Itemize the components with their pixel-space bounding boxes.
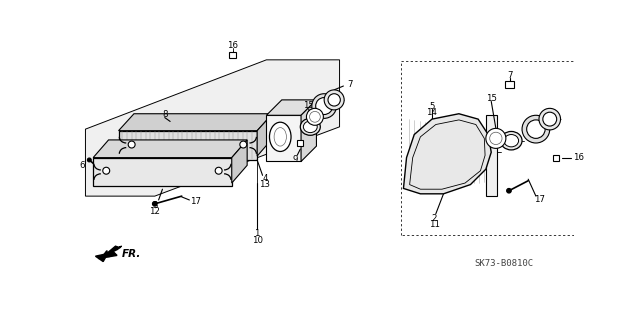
Text: 2: 2 bbox=[431, 214, 437, 223]
Polygon shape bbox=[301, 100, 316, 161]
Text: SK73-B0810C: SK73-B0810C bbox=[474, 259, 533, 268]
Text: 13: 13 bbox=[259, 180, 270, 189]
Polygon shape bbox=[266, 100, 316, 115]
Text: 7: 7 bbox=[347, 80, 352, 89]
Circle shape bbox=[507, 189, 511, 193]
Ellipse shape bbox=[269, 122, 291, 152]
Circle shape bbox=[316, 98, 333, 115]
Circle shape bbox=[103, 167, 109, 174]
Polygon shape bbox=[93, 140, 247, 158]
Circle shape bbox=[486, 128, 506, 148]
Text: 17: 17 bbox=[190, 197, 201, 206]
Polygon shape bbox=[266, 115, 301, 161]
Ellipse shape bbox=[303, 121, 317, 133]
Polygon shape bbox=[99, 246, 120, 258]
Ellipse shape bbox=[300, 118, 320, 135]
Circle shape bbox=[88, 158, 92, 162]
Circle shape bbox=[324, 90, 344, 110]
Circle shape bbox=[543, 112, 557, 126]
Circle shape bbox=[215, 167, 222, 174]
Circle shape bbox=[522, 115, 550, 143]
Bar bbox=[297, 140, 303, 146]
Polygon shape bbox=[118, 114, 273, 131]
Circle shape bbox=[152, 202, 157, 206]
Polygon shape bbox=[232, 140, 247, 183]
Text: 7: 7 bbox=[507, 71, 513, 80]
Polygon shape bbox=[86, 60, 340, 196]
Text: 16: 16 bbox=[573, 153, 584, 162]
Ellipse shape bbox=[504, 135, 518, 147]
Text: 8: 8 bbox=[162, 110, 168, 119]
Polygon shape bbox=[486, 115, 497, 196]
Text: 17: 17 bbox=[534, 196, 545, 204]
Circle shape bbox=[307, 108, 323, 125]
Text: FR.: FR. bbox=[122, 249, 141, 259]
Text: 1: 1 bbox=[255, 229, 260, 238]
Text: 15: 15 bbox=[303, 101, 314, 110]
Text: 14: 14 bbox=[426, 108, 438, 117]
Text: 15: 15 bbox=[486, 94, 497, 103]
Bar bbox=[230, 52, 236, 58]
Text: 16: 16 bbox=[227, 41, 238, 50]
Polygon shape bbox=[403, 114, 492, 194]
Text: 5: 5 bbox=[429, 101, 435, 111]
Text: 12: 12 bbox=[149, 207, 160, 216]
Text: 10: 10 bbox=[252, 235, 262, 245]
Circle shape bbox=[240, 141, 247, 148]
Polygon shape bbox=[93, 158, 232, 186]
Bar bbox=[505, 81, 515, 88]
Polygon shape bbox=[257, 114, 273, 156]
Circle shape bbox=[128, 141, 135, 148]
Text: 6: 6 bbox=[79, 161, 84, 170]
Text: 4: 4 bbox=[262, 174, 268, 183]
Circle shape bbox=[539, 108, 561, 130]
Text: 3: 3 bbox=[152, 201, 157, 210]
Circle shape bbox=[328, 94, 340, 106]
Ellipse shape bbox=[500, 131, 522, 150]
Circle shape bbox=[527, 120, 545, 138]
Polygon shape bbox=[95, 246, 122, 262]
Text: 9: 9 bbox=[293, 155, 298, 164]
Polygon shape bbox=[118, 131, 257, 160]
Circle shape bbox=[312, 94, 337, 118]
Bar bbox=[553, 154, 559, 161]
Text: 11: 11 bbox=[429, 220, 440, 229]
